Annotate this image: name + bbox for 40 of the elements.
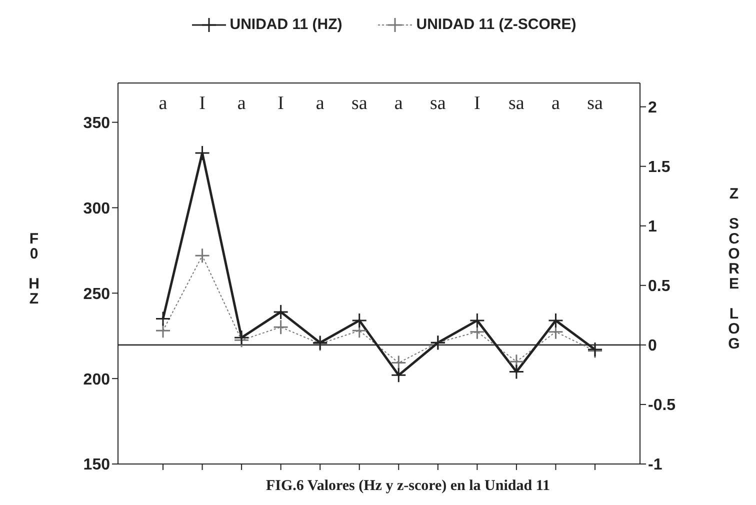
y2-tick-label: 0: [648, 338, 657, 355]
y2-tick-label: -1: [648, 456, 662, 474]
text: Z SCORE LOG: [728, 186, 740, 352]
point: [155, 311, 171, 327]
y2-tick-label: 2: [648, 99, 657, 116]
point: [390, 367, 406, 383]
point: [194, 145, 210, 161]
caption: FIG.6 Valores (Hz y z-score) en la Unidad 11: [264, 478, 552, 495]
point: [194, 248, 210, 264]
y-tick-label: 300: [83, 200, 110, 218]
y2-tick-label: 0.5: [648, 278, 670, 296]
point: [548, 312, 564, 328]
x-tick-label: sa: [508, 93, 525, 114]
x-tick-label: sa: [430, 93, 446, 114]
x-tick-label: I: [199, 93, 206, 114]
point: [352, 312, 368, 328]
point: [390, 355, 406, 371]
point: [273, 319, 289, 335]
x-tick-label: sa: [351, 93, 368, 114]
y-tick-label: 250: [83, 286, 110, 303]
x-tick-label: a: [158, 93, 168, 114]
point: [508, 364, 524, 380]
y2-tick-label: 1: [648, 218, 657, 236]
y-axis-title: F0 HZ: [28, 230, 40, 308]
legend-label: UNIDAD 11 (Z-SCORE): [415, 16, 576, 33]
y-tick-label: 350: [83, 114, 110, 132]
y-tick-label: 150: [83, 456, 110, 474]
x-tick-label: a: [394, 93, 404, 114]
y2-tick-label: -0.5: [648, 397, 676, 414]
point: [273, 304, 289, 320]
x-tick-label: sa: [587, 93, 604, 114]
point: [469, 312, 485, 328]
x-tick-label: a: [316, 93, 325, 114]
x-tick-label: I: [474, 93, 480, 114]
legend-label: UNIDAD 11 (HZ): [228, 16, 342, 33]
x-tick-label: a: [552, 93, 561, 114]
x-tick-label: a: [237, 93, 246, 114]
y-tick-label: 200: [83, 371, 110, 388]
x-tick-label: I: [278, 93, 284, 114]
y2-tick-label: 1.5: [648, 159, 670, 176]
